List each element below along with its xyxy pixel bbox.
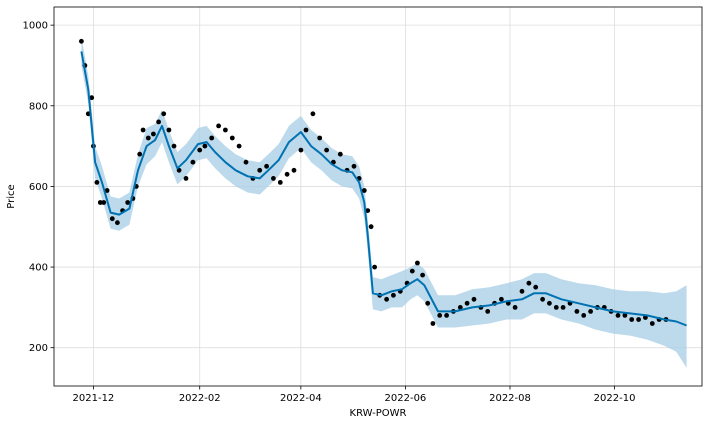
grid-layer [54,7,702,386]
observed-point [391,292,396,298]
observed-point [104,188,110,193]
observed-point [512,305,518,310]
observed-point [97,200,103,205]
observed-point [161,111,167,117]
observed-point [351,163,357,169]
observed-point [243,159,249,165]
x-tick-label: 2022-02 [179,393,221,404]
forecast-line-layer [80,51,687,327]
y-tick-label: 800 [29,101,48,112]
observed-point [372,264,377,270]
x-axis-ticks: 2021-12 2022-02 2022-04 2022-06 2022-08 2022-… [73,386,636,404]
observed-point [264,163,269,169]
observed-point [291,167,297,173]
observed-point [145,135,151,141]
observed-point [629,317,635,322]
observed-point [89,95,95,101]
observed-point [420,272,425,278]
observed-point [109,216,115,222]
observed-points-layer [79,38,669,326]
x-tick-label: 2021-12 [73,393,115,404]
observed-point [430,321,436,326]
observed-point [197,147,203,153]
observed-point [464,300,470,306]
observed-point [499,296,504,302]
observed-point [547,300,552,306]
observed-point [223,127,228,133]
observed-point [183,176,189,181]
forecast-line [80,51,687,327]
observed-point [216,123,222,129]
observed-point [229,135,235,141]
x-tick-label: 2022-10 [594,393,636,404]
y-tick-label: 400 [29,263,48,274]
observed-point [209,135,215,141]
x-axis-label: KRW-POWR [350,408,407,419]
observed-point [171,143,177,149]
observed-point [166,127,172,133]
observed-point [140,127,146,133]
observed-point [115,220,120,226]
observed-point [298,147,304,153]
observed-point [519,288,525,294]
observed-point [236,143,242,149]
observed-point [125,200,131,205]
observed-point [324,147,329,153]
observed-point [79,38,84,44]
observed-point [303,127,309,133]
y-tick-label: 600 [29,182,48,193]
observed-point [361,188,367,193]
observed-point [533,284,539,290]
uncertainty-interval-band [81,37,687,368]
observed-point [560,305,566,310]
observed-point [156,119,162,125]
plot-frame [53,6,703,387]
observed-point [384,296,389,302]
observed-point [271,176,276,181]
observed-point [485,309,491,314]
observed-point [457,305,463,310]
observed-point [553,305,559,310]
observed-point [471,296,477,302]
observed-point [365,208,371,214]
observed-point [636,317,641,322]
observed-point [622,313,628,318]
y-tick-label: 1000 [23,21,48,32]
observed-point [94,180,100,185]
observed-point [540,296,545,302]
observed-point [337,151,343,157]
interval-band-layer [81,37,687,368]
observed-point [649,321,655,326]
y-axis-label: Price [6,184,17,208]
observed-point [277,180,283,185]
x-tick-label: 2022-04 [280,393,322,404]
observed-point [425,300,431,306]
observed-point [409,268,415,274]
observed-point [284,171,290,177]
observed-point [190,159,196,165]
observed-point [257,167,263,173]
x-tick-label: 2022-06 [385,393,427,404]
observed-point [615,313,621,318]
observed-point [437,313,443,318]
observed-point [368,224,374,230]
observed-point [581,313,587,318]
observed-point [526,280,532,286]
observed-point [588,309,593,314]
observed-point [101,200,107,205]
y-axis-ticks: 200 400 600 800 1000 [23,21,54,354]
y-tick-label: 200 [29,343,48,354]
observed-point [151,131,156,137]
observed-point [317,135,323,141]
observed-point [310,111,316,117]
x-tick-label: 2022-08 [489,393,531,404]
observed-point [574,309,580,314]
observed-point [137,151,143,157]
observed-point [202,143,208,149]
observed-point [415,260,420,266]
observed-point [444,313,449,318]
